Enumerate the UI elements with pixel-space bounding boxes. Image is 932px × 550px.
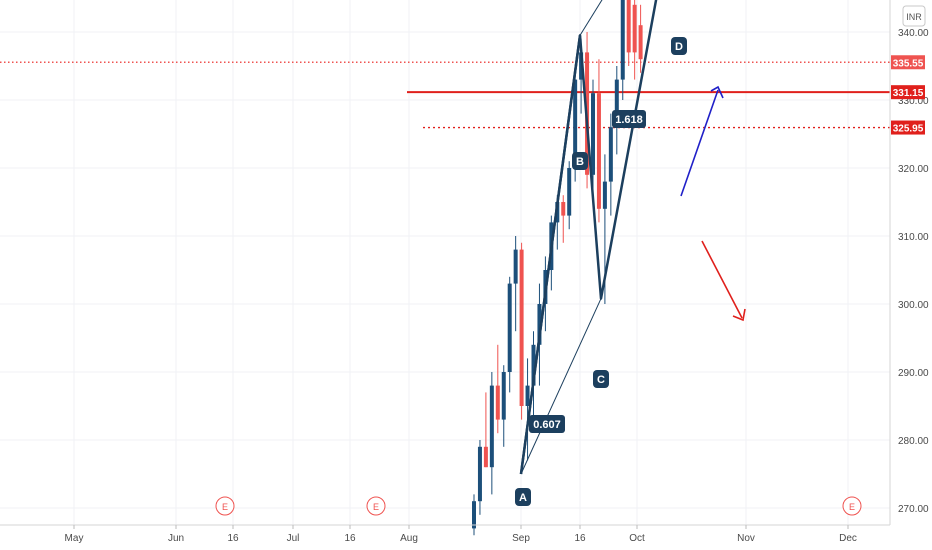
price-tag (891, 85, 925, 100)
up-arrow-head (710, 85, 724, 99)
grid-lines (0, 0, 890, 525)
pattern-labels: A B C D 0.607 1.618 (515, 37, 687, 506)
candlesticks (472, 0, 643, 536)
pattern-leg-path (519, 0, 658, 475)
y-tick-label: 330.00 (898, 96, 929, 107)
earnings-marker-label: E (373, 502, 379, 512)
candle-body (626, 0, 631, 53)
y-tick-label: 300.00 (898, 300, 929, 311)
pattern-point-badge (671, 37, 687, 55)
price-tag-label: 331.15 (893, 88, 924, 99)
x-tick-label: Jun (168, 533, 184, 544)
x-tick-label: Oct (629, 533, 645, 544)
pattern-point-badge (593, 370, 609, 388)
candle-body (531, 344, 536, 386)
price-tag-label: 325.95 (893, 124, 924, 135)
candle-body (507, 283, 512, 372)
candle-body (614, 79, 619, 128)
pattern-point-label: D (675, 41, 683, 53)
pattern-ab-leg (519, 35, 582, 475)
x-tick-label: Sep (512, 533, 530, 544)
up-arrow-line (680, 89, 719, 197)
candle-body (537, 304, 542, 345)
x-tick-label: 16 (344, 533, 356, 544)
candle-body (501, 372, 506, 420)
pattern-point-badge (572, 152, 588, 170)
harmonic-pattern (519, 0, 658, 475)
currency-badge-box[interactable] (902, 5, 926, 27)
earnings-marker-label: E (849, 502, 855, 512)
y-tick-label: 290.00 (898, 368, 929, 379)
price-levels (0, 61, 890, 129)
x-tick-label: Jul (287, 533, 300, 544)
candle-body (495, 385, 500, 420)
x-tick-label: Nov (737, 533, 755, 544)
currency-badge[interactable]: INR (902, 5, 926, 27)
x-tick-label: Aug (400, 533, 418, 544)
ratio-label: 0.607 (533, 419, 561, 431)
candle-body (620, 0, 625, 80)
candle-body (638, 25, 643, 60)
earnings-marker-label: E (222, 502, 228, 512)
candle-body (632, 4, 637, 53)
x-tick-label: 16 (227, 533, 239, 544)
ratio-badge (612, 110, 646, 128)
y-tick-label: 310.00 (898, 232, 929, 243)
x-tick-label: 16 (574, 533, 586, 544)
candle-body (519, 249, 524, 406)
candle-body (591, 93, 595, 175)
pattern-point-label: C (597, 374, 605, 386)
pattern-ac-line (520, 298, 602, 475)
candle-body (489, 385, 494, 468)
candle-body (513, 249, 518, 284)
candle-body (477, 446, 482, 502)
candle-body (608, 127, 613, 182)
candle-body (472, 501, 476, 529)
down-arrow-head (732, 308, 746, 322)
price-tag-label: 335.55 (893, 58, 924, 69)
x-tick-label: May (65, 533, 84, 544)
pattern-point-label: A (519, 492, 527, 504)
ratio-label: 1.618 (615, 114, 643, 126)
earnings-marker (366, 496, 386, 516)
currency-label: INR (906, 12, 922, 22)
down-arrow-line (701, 240, 743, 319)
candle-body (483, 446, 488, 468)
candle-body (567, 168, 572, 216)
earnings-marker (842, 496, 862, 516)
price-tag (891, 120, 925, 135)
projection-arrows (680, 85, 746, 322)
price-axis[interactable]: 370.00360.00350.00340.00330.00320.00310.… (889, 0, 929, 525)
earnings-marker (215, 496, 235, 516)
y-tick-label: 340.00 (898, 28, 929, 39)
candle-body (525, 385, 530, 406)
candle-body (579, 52, 584, 80)
candle-body (573, 79, 578, 168)
y-tick-label: 280.00 (898, 436, 929, 447)
time-axis[interactable]: May Jun 16 Jul 16 Aug Sep 16 Oct Nov Dec (0, 524, 890, 544)
ratio-badge (529, 415, 565, 433)
pattern-point-badge (515, 488, 531, 506)
y-tick-label: 320.00 (898, 164, 929, 175)
price-tag (891, 55, 925, 70)
candle-body (602, 181, 607, 209)
candle-body (596, 93, 601, 209)
pattern-bd-line (579, 0, 603, 36)
candle-body (561, 202, 566, 216)
pattern-point-label: B (576, 156, 584, 168)
x-tick-label: Dec (839, 533, 857, 544)
y-tick-label: 270.00 (898, 504, 929, 515)
